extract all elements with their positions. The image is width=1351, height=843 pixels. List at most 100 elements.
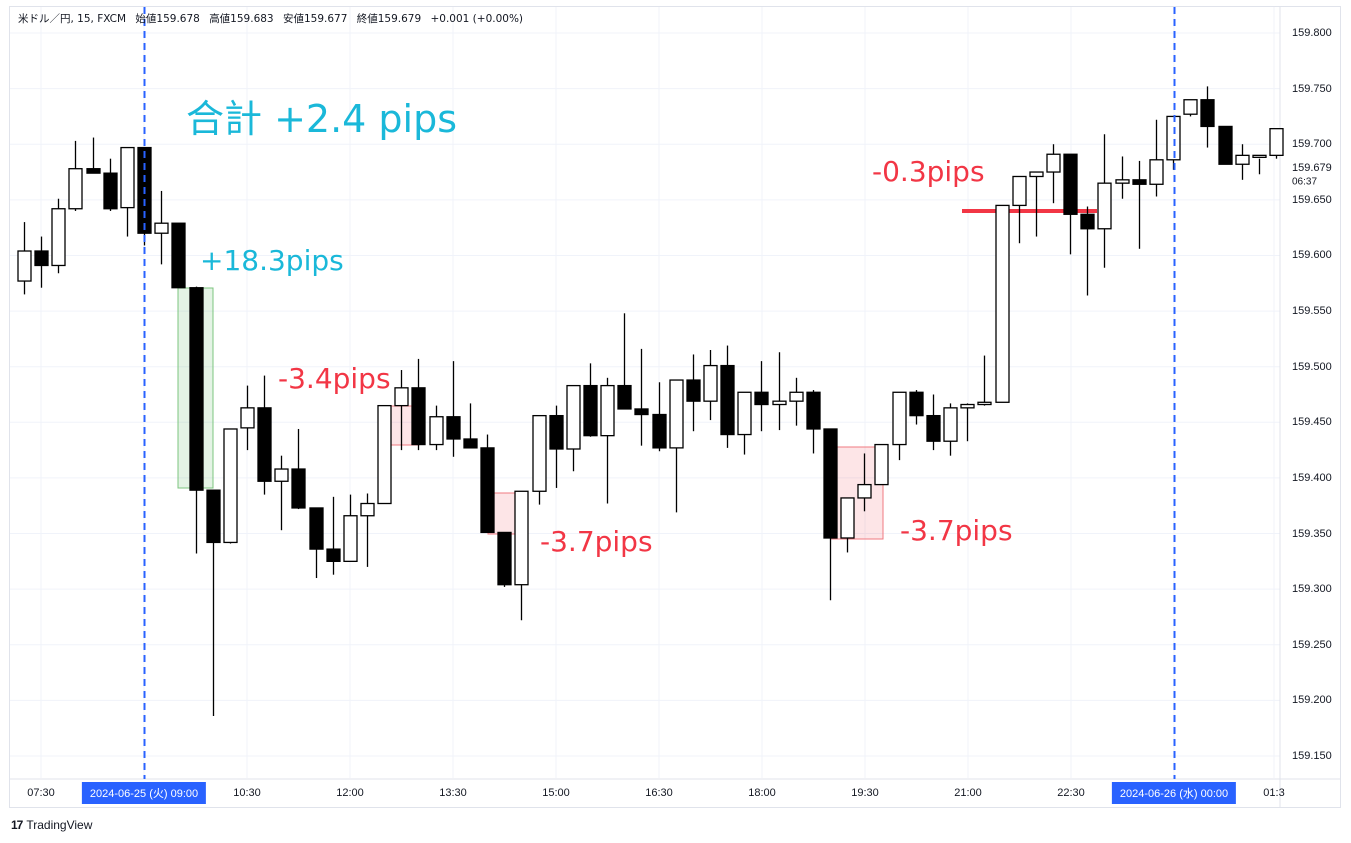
bull-candle [566,384,581,450]
bear-candle [1200,99,1215,128]
bear-candle [34,250,49,267]
bear-candle [103,172,118,210]
bull-candle [17,250,32,282]
bull-candle [1269,128,1284,157]
tradingview-brand[interactable]: 17 TradingView [11,818,92,832]
bear-candle [754,391,769,406]
trade3-annotation: -3.7pips [540,525,653,558]
time-label: 01:3 [1263,787,1285,799]
bull-candle [360,502,375,517]
bull-candle [772,400,787,406]
bear-candle [257,407,272,482]
bear-candle [291,468,306,509]
bear-candle [189,287,204,491]
time-label: 13:30 [439,787,467,799]
trade1-annotation: +18.3pips [200,244,344,277]
current-price-label: 159.679 [1292,162,1332,174]
bull-candle [240,407,255,429]
bull-candle [274,468,289,482]
bear-candle [823,428,838,539]
bear-candle [617,384,632,410]
time-label: 15:00 [542,787,570,799]
bear-candle [549,414,564,450]
bull-candle [1012,175,1027,207]
legend-high: 高値159.683 [209,13,274,25]
bull-candle [68,168,83,210]
price-label: 159.700 [1292,138,1332,151]
brand-name: TradingView [26,818,93,832]
trade5-annotation: -0.3pips [872,155,985,188]
price-label: 159.550 [1292,305,1332,318]
bear-candle [1080,213,1095,230]
bear-candle [1063,153,1078,215]
legend-change: +0.001 (+0.00%) [430,13,524,25]
bear-candle [480,447,495,534]
price-label: 159.600 [1292,249,1332,262]
bear-candle [86,168,101,174]
trade4-annotation: -3.7pips [900,514,1013,547]
tradingview-logo-icon: 17 [11,818,23,832]
bull-candle [1149,159,1164,185]
bear-candle [686,379,701,402]
bull-candle [995,204,1010,403]
time-label: 18:00 [748,787,776,799]
time-label-highlighted: 2024-06-25 (火) 09:00 [81,782,207,804]
bear-candle [806,391,821,430]
bear-candle [206,489,221,544]
price-label: 159.750 [1292,82,1332,95]
bear-candle [926,414,941,442]
bull-candle [1235,154,1250,165]
price-label: 159.400 [1292,471,1332,484]
bar-countdown-label: 06:37 [1292,176,1318,188]
legend-low: 安値159.677 [282,13,348,25]
price-label: 159.800 [1292,27,1332,39]
price-label: 159.150 [1292,750,1332,762]
legend-close: 終値159.679 [356,13,422,25]
bull-candle [703,364,718,402]
time-label: 21:00 [954,787,982,799]
bull-candle [789,391,804,402]
time-label-highlighted: 2024-06-26 (水) 00:00 [1111,782,1237,804]
bear-candle [309,507,324,550]
chart-frame[interactable] [9,6,1341,808]
bull-candle [223,428,238,544]
bull-candle [154,222,169,234]
price-label: 159.300 [1292,583,1332,596]
bull-candle [874,443,889,486]
total-pips-annotation: 合計 +2.4 pips [186,97,458,141]
price-label: 159.500 [1292,360,1332,373]
bull-candle [343,515,358,562]
bull-candle [1183,99,1198,115]
price-label: 159.200 [1292,694,1332,707]
time-label: 22:30 [1057,787,1085,799]
bull-candle [394,387,409,407]
bull-candle [532,414,547,492]
bull-candle [857,483,872,499]
bull-candle [1029,171,1044,178]
bull-candle [120,146,135,209]
bull-candle [1252,154,1267,159]
time-label: 07:30 [27,787,55,799]
bear-candle [720,364,735,436]
time-label: 19:30 [851,787,879,799]
symbol-legend: 米ドル／円, 15, FXCM 始値159.678 高値159.683 安値15… [18,11,529,26]
loss-box [830,446,884,540]
bear-candle [583,384,598,437]
bull-candle [737,391,752,436]
bull-candle [977,401,992,406]
bull-candle [1115,179,1130,184]
bear-candle [497,531,512,586]
price-label: 159.450 [1292,416,1332,429]
price-label: 159.250 [1292,638,1332,651]
bull-candle [514,490,529,586]
bull-candle [960,403,975,409]
bull-candle [51,208,66,267]
bear-candle [652,413,667,449]
bear-candle [326,548,341,562]
time-label: 12:00 [336,787,364,799]
price-label: 159.350 [1292,527,1332,540]
bull-candle [669,379,684,449]
legend-symbol[interactable]: 米ドル／円, 15, FXCM [18,13,127,25]
bear-candle [1132,179,1147,185]
